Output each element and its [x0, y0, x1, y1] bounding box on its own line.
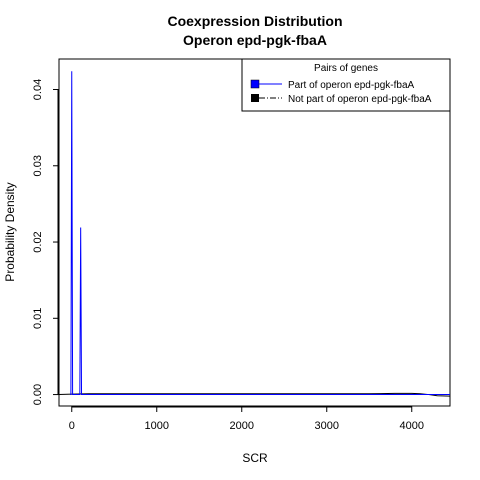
x-tick-label: 2000 — [230, 420, 254, 432]
chart-title: Coexpression Distribution — [167, 13, 342, 29]
x-tick-label: 1000 — [145, 420, 169, 432]
y-tick-label: 0.03 — [32, 155, 44, 176]
chart-subtitle: Operon epd-pgk-fbaA — [183, 32, 327, 48]
series-line-operon — [70, 71, 450, 396]
x-tick-label: 3000 — [315, 420, 339, 432]
legend-box — [241, 58, 451, 112]
x-tick-label: 0 — [69, 420, 75, 432]
legend-swatch-operon — [250, 79, 260, 89]
legend-label-operon: Part of operon epd-pgk-fbaA — [288, 80, 415, 91]
legend-label-non-operon: Not part of operon epd-pgk-fbaA — [288, 94, 432, 105]
legend-title: Pairs of genes — [314, 63, 378, 74]
y-axis: 0.00 0.01 0.02 0.03 0.04 — [32, 79, 59, 405]
y-tick-label: 0.00 — [32, 384, 44, 405]
y-tick-label: 0.02 — [32, 231, 44, 252]
y-tick-label: 0.04 — [32, 79, 44, 100]
x-axis-label: SCR — [242, 451, 268, 465]
y-tick-label: 0.01 — [32, 308, 44, 329]
x-axis: 0 1000 2000 3000 4000 — [69, 406, 424, 432]
y-axis-label: Probability Density — [3, 182, 17, 281]
legend-swatch-non-operon — [251, 94, 259, 102]
x-tick-label: 4000 — [400, 420, 424, 432]
plot-lines — [58, 71, 451, 397]
legend: Pairs of genes Part of operon epd-pgk-fb… — [241, 58, 451, 112]
